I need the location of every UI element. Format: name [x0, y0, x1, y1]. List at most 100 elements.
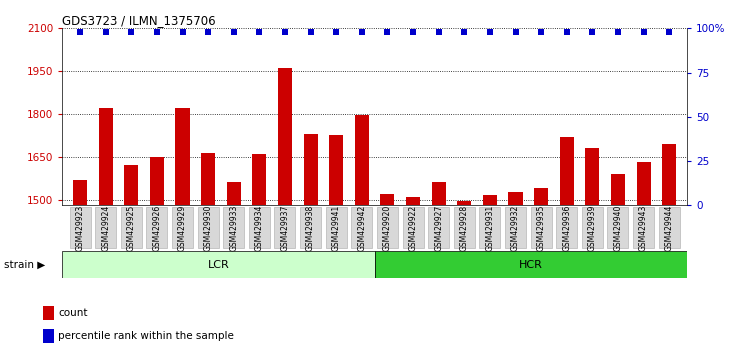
Text: GDS3723 / ILMN_1375706: GDS3723 / ILMN_1375706	[62, 14, 216, 27]
FancyBboxPatch shape	[274, 207, 295, 248]
FancyBboxPatch shape	[172, 207, 193, 248]
Text: GSM429928: GSM429928	[460, 204, 469, 251]
Bar	[380, 194, 395, 205]
Bar	[73, 179, 87, 205]
Bar	[99, 108, 113, 205]
Bar	[175, 108, 189, 205]
Text: GSM429941: GSM429941	[332, 204, 341, 251]
Point	[356, 29, 368, 35]
Text: count: count	[58, 308, 88, 318]
Point	[484, 29, 496, 35]
FancyBboxPatch shape	[454, 207, 475, 248]
FancyBboxPatch shape	[62, 251, 375, 278]
Point	[177, 29, 189, 35]
FancyBboxPatch shape	[326, 207, 346, 248]
Bar	[43, 329, 53, 343]
Text: GSM429936: GSM429936	[562, 204, 571, 251]
Bar	[329, 135, 344, 205]
Bar	[406, 197, 420, 205]
Bar	[611, 174, 625, 205]
Bar	[560, 137, 574, 205]
Text: GSM429939: GSM429939	[588, 204, 597, 251]
Text: GSM429934: GSM429934	[255, 204, 264, 251]
Point	[586, 29, 598, 35]
Point	[279, 29, 291, 35]
Text: GSM429943: GSM429943	[639, 204, 648, 251]
Text: GSM429925: GSM429925	[126, 204, 136, 251]
Text: GSM429923: GSM429923	[75, 204, 85, 251]
Point	[100, 29, 112, 35]
FancyBboxPatch shape	[659, 207, 680, 248]
Point	[305, 29, 317, 35]
Text: GSM429935: GSM429935	[537, 204, 545, 251]
FancyBboxPatch shape	[95, 207, 116, 248]
FancyBboxPatch shape	[249, 207, 270, 248]
Point	[151, 29, 163, 35]
Text: GSM429942: GSM429942	[357, 204, 366, 251]
Text: GSM429929: GSM429929	[178, 204, 187, 251]
Text: percentile rank within the sample: percentile rank within the sample	[58, 331, 234, 341]
Text: GSM429926: GSM429926	[152, 204, 162, 251]
FancyBboxPatch shape	[300, 207, 321, 248]
FancyBboxPatch shape	[633, 207, 654, 248]
Point	[637, 29, 649, 35]
Point	[254, 29, 265, 35]
Point	[202, 29, 214, 35]
Bar	[201, 153, 215, 205]
Bar	[303, 134, 318, 205]
Point	[458, 29, 470, 35]
FancyBboxPatch shape	[352, 207, 372, 248]
Text: GSM429931: GSM429931	[485, 204, 494, 251]
FancyBboxPatch shape	[403, 207, 423, 248]
Point	[126, 29, 137, 35]
Text: GSM429937: GSM429937	[281, 204, 289, 251]
Point	[330, 29, 342, 35]
FancyBboxPatch shape	[505, 207, 526, 248]
FancyBboxPatch shape	[197, 207, 219, 248]
Text: HCR: HCR	[519, 259, 543, 270]
Bar	[662, 144, 676, 205]
FancyBboxPatch shape	[223, 207, 244, 248]
FancyBboxPatch shape	[146, 207, 167, 248]
Point	[407, 29, 419, 35]
FancyBboxPatch shape	[556, 207, 577, 248]
Text: GSM429933: GSM429933	[230, 204, 238, 251]
Bar	[586, 148, 599, 205]
Bar	[43, 306, 53, 320]
Text: GSM429922: GSM429922	[409, 204, 417, 251]
FancyBboxPatch shape	[375, 251, 687, 278]
FancyBboxPatch shape	[582, 207, 603, 248]
Text: GSM429932: GSM429932	[511, 204, 520, 251]
Text: GSM429940: GSM429940	[613, 204, 623, 251]
Text: GSM429938: GSM429938	[306, 204, 315, 251]
Point	[382, 29, 393, 35]
FancyBboxPatch shape	[480, 207, 501, 248]
Text: LCR: LCR	[208, 259, 230, 270]
Bar	[150, 157, 164, 205]
Bar	[124, 165, 138, 205]
FancyBboxPatch shape	[377, 207, 398, 248]
Point	[535, 29, 547, 35]
Point	[561, 29, 572, 35]
Text: GSM429920: GSM429920	[383, 204, 392, 251]
Point	[75, 29, 86, 35]
Bar	[355, 115, 369, 205]
FancyBboxPatch shape	[121, 207, 142, 248]
Point	[433, 29, 444, 35]
Bar	[637, 162, 651, 205]
Point	[663, 29, 675, 35]
Bar	[227, 182, 240, 205]
Bar	[252, 154, 266, 205]
Text: GSM429924: GSM429924	[101, 204, 110, 251]
Point	[612, 29, 624, 35]
Text: GSM429927: GSM429927	[434, 204, 443, 251]
Bar	[278, 68, 292, 205]
Point	[228, 29, 240, 35]
Bar	[458, 201, 471, 205]
Point	[510, 29, 521, 35]
FancyBboxPatch shape	[607, 207, 629, 248]
Bar	[534, 188, 548, 205]
Bar	[483, 195, 497, 205]
Text: GSM429944: GSM429944	[664, 204, 674, 251]
FancyBboxPatch shape	[69, 207, 91, 248]
